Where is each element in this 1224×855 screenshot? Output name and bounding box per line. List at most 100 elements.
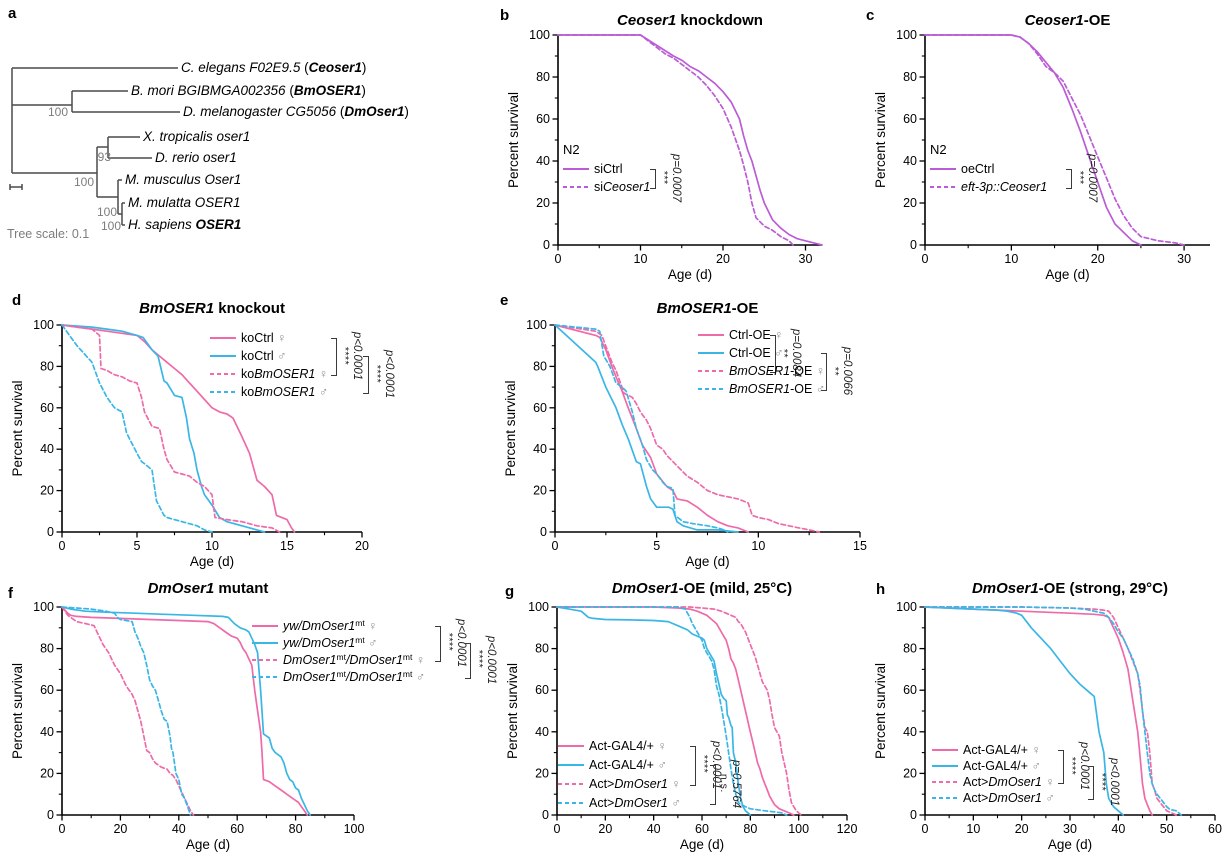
series-c-1 [924, 34, 1185, 246]
legend-solid-line-swatch [930, 168, 956, 170]
chart-c-legend: N2 oeCtrl eft-3p::Ceoser1 [930, 140, 1047, 196]
label-part: Ctrl-OE [729, 328, 775, 342]
label-part: mt [336, 668, 346, 679]
y-axis-label: Percent survival [873, 92, 888, 188]
legend-item: koBmOSER1 ♀ [210, 365, 328, 383]
chart-title: Ceoser1 knockdown [617, 12, 763, 29]
y-axis-label: Percent survival [10, 380, 25, 476]
chart-title: BmOSER1 knockout [139, 300, 285, 317]
legend-item: yw/DmOser1mt ♂ [252, 634, 425, 651]
label-part: ♂ [1031, 759, 1041, 773]
p-value: p<0.0001 [1108, 757, 1120, 807]
significance-bracket [770, 335, 776, 373]
legend-solid-line-swatch [210, 337, 236, 339]
y-tick-label: 20 [535, 766, 549, 780]
y-tick-label: 80 [40, 642, 54, 656]
x-tick-label: 40 [1111, 822, 1125, 836]
series-g-0 [556, 606, 795, 816]
tree-leaf-label: D. melanogaster CG5056 (DmOser1) [183, 104, 409, 119]
panel-label-c: c [866, 7, 875, 24]
y-tick-label: 0 [910, 808, 917, 822]
y-tick-label: 80 [535, 642, 549, 656]
panel-f-survival-chart: DmOser1 mutant 0 20 40 60 80 100 0 20 40 60 80 100 Ag… [5, 573, 540, 855]
chart-title: DmOser1-OE (strong, 29°C) [972, 580, 1168, 597]
series-h-0 [924, 606, 1154, 816]
legend-solid-line-swatch [932, 749, 958, 751]
y-tick-label: 20 [536, 196, 550, 210]
significance-annotation: p<0.0001 **** [371, 350, 395, 398]
series-g-3 [556, 606, 788, 816]
label-part: BmOSER1 [729, 364, 791, 378]
y-tick-label: 40 [40, 442, 54, 456]
label-part: oeCtrl [961, 162, 995, 176]
legend-item-label: yw/DmOser1mt ♀ [283, 618, 378, 633]
chart-f-legend: yw/DmOser1mt ♀ yw/DmOser1mt ♂ DmOser1mt/Dm… [252, 617, 425, 685]
legend-item-label: DmOser1mt/DmOser1mt ♂ [283, 668, 425, 684]
label-part: Act-GAL4/+ [589, 738, 658, 753]
y-tick-label: 60 [536, 112, 550, 126]
label-part: ♀ [657, 738, 667, 753]
label-part: ♀ [815, 364, 826, 378]
bootstrap-value: 100 [97, 205, 117, 219]
legend-item: BmOSER1-OE ♂ [698, 380, 825, 398]
legend-strain-header: N2 [563, 142, 580, 157]
panel-label-b: b [500, 7, 510, 24]
series-d-3 [61, 324, 213, 533]
legend-dashed-line-swatch [558, 801, 584, 804]
legend-item: Act>DmOser1 ♀ [558, 774, 681, 793]
legend-item: koBmOSER1 ♂ [210, 383, 328, 401]
legend-item-label: siCeoser1 [594, 180, 650, 194]
chart-b-legend: N2 siCtrl siCeoser1 [563, 140, 650, 196]
x-tick-label: 30 [799, 252, 813, 266]
y-tick-label: 60 [533, 401, 547, 415]
legend-item-label: Act-GAL4/+ ♀ [963, 743, 1041, 757]
label-part: yw/DmOser1 [283, 635, 356, 650]
significance-bracket [465, 642, 471, 679]
chart-title: DmOser1-OE (mild, 25°C) [612, 580, 792, 597]
label-part: ♀ [415, 652, 426, 667]
legend-item-label: koCtrl ♂ [241, 349, 287, 363]
significance-annotation: p=0.0084 ** [778, 329, 802, 377]
legend-item: eft-3p::Ceoser1 [930, 178, 1047, 196]
legend-item-label: koBmOSER1 ♂ [241, 385, 328, 399]
y-tick-label: 100 [896, 600, 917, 614]
series-f-3 [61, 606, 192, 816]
panel-c-survival-chart: Ceoser1-OE 0 10 20 30 0 20 40 60 80 100 Age (d) Perc… [860, 5, 1224, 293]
panel-label-f: f [8, 585, 13, 602]
x-tick-label: 10 [205, 539, 219, 553]
panel-e-survival-chart: BmOSER1-OE 0 5 10 15 0 20 40 60 80 100 Age (d) Perce… [430, 293, 875, 569]
x-tick-label: 0 [555, 252, 562, 266]
x-tick-label: 0 [922, 252, 929, 266]
significance-annotation: p<0.0001 **** [1066, 742, 1090, 790]
chart-title: BmOSER1-OE [657, 300, 759, 317]
x-tick-label: 60 [1208, 822, 1222, 836]
tree-leaf-label: H. sapiens OSER1 [128, 217, 241, 232]
label-part: ♀ [774, 328, 784, 342]
legend-dashed-line-swatch [698, 388, 724, 390]
p-value: p<0.0001 [351, 331, 363, 381]
legend-item-label: DmOser1mt/DmOser1mt ♀ [283, 652, 426, 667]
series-b-1 [557, 34, 794, 246]
significance-stars: **** [339, 346, 351, 366]
label-part: Ctrl-OE [729, 346, 775, 360]
x-tick-label: 100 [788, 822, 809, 836]
legend-item-label: Act-GAL4/+ ♂ [589, 758, 667, 772]
x-tick-label: 20 [716, 252, 730, 266]
bootstrap-value: 100 [48, 105, 68, 119]
panel-h-survival-chart: DmOser1-OE (strong, 29°C) 0 10 20 30 40 50 60 0 2… [873, 573, 1224, 855]
label-part: DmOser1 [283, 652, 337, 667]
x-tick-label: 100 [344, 822, 365, 836]
significance-bracket [650, 169, 656, 189]
significance-annotation: p=0.0007 *** [1074, 154, 1098, 202]
label-part: si [594, 180, 604, 194]
y-tick-label: 100 [896, 28, 917, 42]
legend-item-label: koCtrl ♀ [241, 331, 287, 345]
y-tick-label: 0 [47, 525, 54, 539]
panel-b-survival-chart: Ceoser1 knockdown 0 10 20 30 0 20 40 60 80 100 Age … [495, 5, 845, 293]
label-part: Act-GAL4/+ [963, 743, 1032, 757]
series-e-2 [554, 324, 821, 533]
x-tick-label: 10 [1004, 252, 1018, 266]
x-tick-label: 10 [966, 822, 980, 836]
chart-g-legend: Act-GAL4/+ ♀ Act-GAL4/+ ♂ Act>DmOser1 ♀ Act… [558, 736, 681, 812]
tree-leaf-label: M. musculus Oser1 [125, 172, 241, 187]
